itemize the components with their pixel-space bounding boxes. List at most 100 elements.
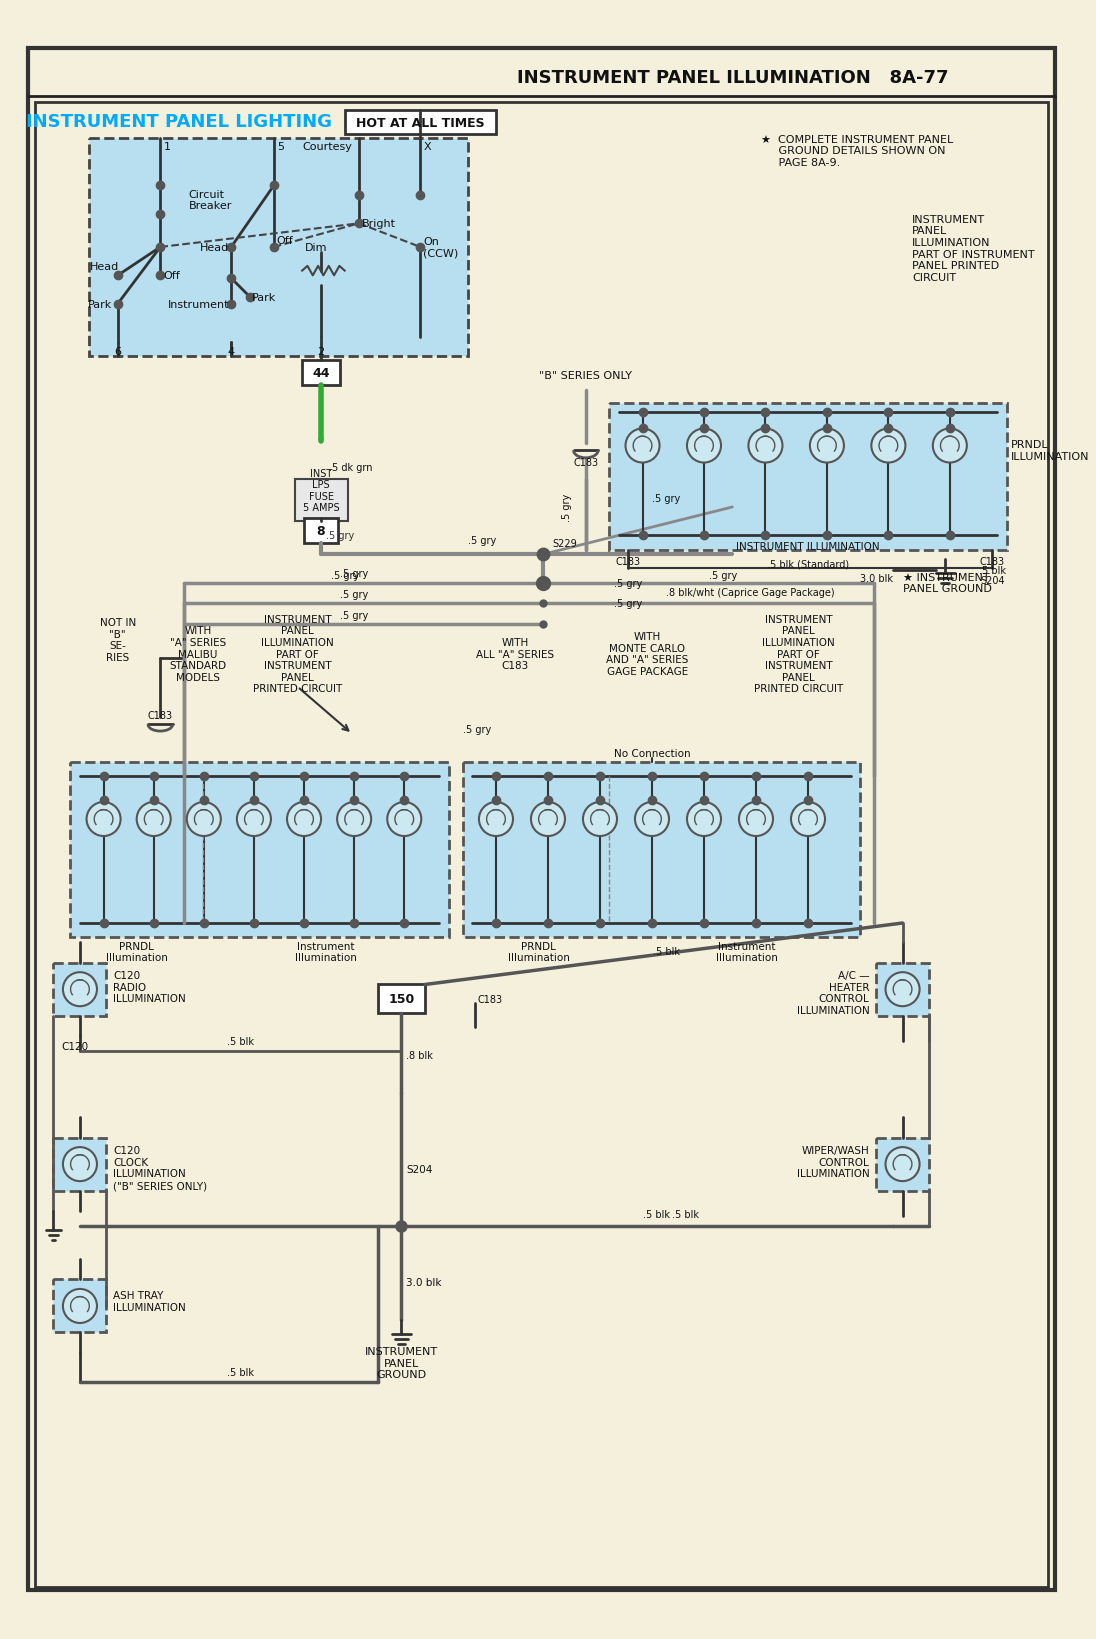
Text: Instrument
Illumination: Instrument Illumination bbox=[295, 941, 356, 962]
Circle shape bbox=[739, 803, 773, 836]
Bar bbox=[876, 964, 929, 1016]
Circle shape bbox=[530, 803, 566, 836]
Text: WIPER/WASH
CONTROL
ILLUMINATION: WIPER/WASH CONTROL ILLUMINATION bbox=[797, 1146, 869, 1178]
Text: Instrument: Instrument bbox=[168, 300, 229, 310]
Text: Circuit
Breaker: Circuit Breaker bbox=[189, 190, 232, 211]
Text: INSTRUMENT
PANEL
ILLUMINATION
PART OF INSTRUMENT
PANEL PRINTED
CIRCUIT: INSTRUMENT PANEL ILLUMINATION PART OF IN… bbox=[912, 215, 1035, 282]
Text: Bright: Bright bbox=[362, 220, 396, 229]
Bar bbox=[70, 762, 448, 938]
Text: WITH
"A" SERIES
MALIBU
STANDARD
MODELS: WITH "A" SERIES MALIBU STANDARD MODELS bbox=[170, 626, 227, 682]
Circle shape bbox=[62, 1290, 96, 1323]
Text: .5 gry: .5 gry bbox=[326, 531, 354, 541]
Bar bbox=[304, 520, 338, 544]
Text: 1: 1 bbox=[163, 141, 171, 152]
Circle shape bbox=[626, 429, 660, 464]
Circle shape bbox=[886, 972, 920, 1006]
Text: 2: 2 bbox=[318, 347, 324, 357]
Text: ★  COMPLETE INSTRUMENT PANEL
     GROUND DETAILS SHOWN ON
     PAGE 8A-9.: ★ COMPLETE INSTRUMENT PANEL GROUND DETAI… bbox=[761, 134, 954, 167]
Text: ASH TRAY
ILLUMINATION: ASH TRAY ILLUMINATION bbox=[113, 1290, 186, 1313]
Text: Off: Off bbox=[276, 236, 294, 246]
Text: 6: 6 bbox=[114, 347, 122, 357]
Text: 3.0 blk: 3.0 blk bbox=[407, 1277, 442, 1288]
Text: .8 blk/wht (Caprice Gage Package): .8 blk/wht (Caprice Gage Package) bbox=[666, 588, 835, 598]
Text: .5 gry: .5 gry bbox=[463, 724, 491, 734]
Circle shape bbox=[479, 803, 513, 836]
Text: .5 gry: .5 gry bbox=[331, 570, 358, 580]
Text: .5 gry: .5 gry bbox=[340, 610, 368, 621]
Text: C183: C183 bbox=[573, 457, 598, 467]
Text: .5 blk: .5 blk bbox=[979, 565, 1006, 575]
Text: Courtesy: Courtesy bbox=[302, 141, 352, 152]
Bar bbox=[302, 361, 340, 385]
Text: .5 gry: .5 gry bbox=[468, 536, 495, 546]
Bar bbox=[609, 403, 1006, 551]
Text: HOT AT ALL TIMES: HOT AT ALL TIMES bbox=[356, 116, 484, 129]
Bar bbox=[378, 985, 425, 1013]
Bar bbox=[54, 1280, 106, 1333]
Text: No Connection: No Connection bbox=[614, 749, 690, 759]
Circle shape bbox=[886, 1147, 920, 1182]
Text: ★ INSTRUMENT
PANEL GROUND: ★ INSTRUMENT PANEL GROUND bbox=[902, 572, 992, 593]
Text: INSTRUMENT ILLUMINATION: INSTRUMENT ILLUMINATION bbox=[737, 541, 880, 551]
Text: S204: S204 bbox=[980, 575, 1005, 585]
Bar bbox=[54, 964, 106, 1016]
Text: .5 gry: .5 gry bbox=[652, 493, 681, 503]
Text: 8: 8 bbox=[317, 524, 326, 538]
Text: .5 gry: .5 gry bbox=[340, 569, 368, 579]
Text: INSTRUMENT
PANEL
ILLUMINATION
PART OF
INSTRUMENT
PANEL
PRINTED CIRCUIT: INSTRUMENT PANEL ILLUMINATION PART OF IN… bbox=[253, 615, 342, 693]
Text: .5 gry: .5 gry bbox=[709, 570, 737, 580]
Bar bbox=[90, 139, 468, 356]
Text: C120: C120 bbox=[61, 1041, 89, 1051]
Text: INSTRUMENT PANEL ILLUMINATION   8A-77: INSTRUMENT PANEL ILLUMINATION 8A-77 bbox=[516, 69, 948, 87]
Text: Park: Park bbox=[252, 293, 276, 303]
Circle shape bbox=[87, 803, 121, 836]
Text: INSTRUMENT
PANEL
GROUND: INSTRUMENT PANEL GROUND bbox=[365, 1346, 438, 1380]
Circle shape bbox=[749, 429, 783, 464]
Text: NOT IN
"B"
SE-
RIES: NOT IN "B" SE- RIES bbox=[100, 618, 136, 662]
Text: On
(CCW): On (CCW) bbox=[423, 238, 458, 259]
Text: .8 blk: .8 blk bbox=[407, 1051, 433, 1060]
Text: .5 blk: .5 blk bbox=[643, 1210, 671, 1219]
Text: C183: C183 bbox=[477, 993, 502, 1005]
Text: PRNDL
Illumination: PRNDL Illumination bbox=[507, 941, 570, 962]
Text: .5 dk grn: .5 dk grn bbox=[329, 462, 373, 474]
Circle shape bbox=[871, 429, 905, 464]
Text: INST
LPS
FUSE
5 AMPS: INST LPS FUSE 5 AMPS bbox=[302, 469, 340, 513]
Circle shape bbox=[791, 803, 825, 836]
Bar bbox=[344, 111, 496, 136]
Text: Instrument
Illumination: Instrument Illumination bbox=[716, 941, 777, 962]
Circle shape bbox=[933, 429, 967, 464]
Text: Head: Head bbox=[201, 243, 229, 252]
Text: C120
CLOCK
ILLUMINATION
("B" SERIES ONLY): C120 CLOCK ILLUMINATION ("B" SERIES ONLY… bbox=[113, 1146, 207, 1190]
Circle shape bbox=[338, 803, 372, 836]
Text: WITH
ALL "A" SERIES
C183: WITH ALL "A" SERIES C183 bbox=[476, 638, 553, 670]
Text: 44: 44 bbox=[312, 367, 330, 380]
Bar bbox=[463, 762, 860, 938]
Text: X: X bbox=[424, 141, 432, 152]
Text: .5 gry: .5 gry bbox=[614, 579, 642, 588]
Bar bbox=[54, 1137, 106, 1192]
Text: S229: S229 bbox=[552, 539, 578, 549]
Text: INSTRUMENT
PANEL
ILLUMINATION
PART OF
INSTRUMENT
PANEL
PRINTED CIRCUIT: INSTRUMENT PANEL ILLUMINATION PART OF IN… bbox=[754, 615, 843, 693]
Text: 5: 5 bbox=[277, 141, 284, 152]
Circle shape bbox=[687, 803, 721, 836]
Bar bbox=[876, 1137, 929, 1192]
Text: Head: Head bbox=[90, 262, 118, 272]
Text: C183: C183 bbox=[980, 557, 1005, 567]
Text: .5 blk: .5 blk bbox=[653, 947, 680, 957]
Text: S204: S204 bbox=[407, 1164, 433, 1174]
Circle shape bbox=[287, 803, 321, 836]
Text: .5 blk: .5 blk bbox=[227, 1367, 254, 1377]
Text: INSTRUMENT PANEL LIGHTING: INSTRUMENT PANEL LIGHTING bbox=[26, 113, 332, 131]
Text: Dim: Dim bbox=[305, 243, 328, 252]
Circle shape bbox=[237, 803, 271, 836]
Text: .5 gry: .5 gry bbox=[340, 590, 368, 600]
Text: Off: Off bbox=[163, 270, 180, 282]
Circle shape bbox=[137, 803, 171, 836]
Circle shape bbox=[635, 803, 669, 836]
Circle shape bbox=[583, 803, 617, 836]
Circle shape bbox=[687, 429, 721, 464]
Text: 3.0 blk: 3.0 blk bbox=[860, 574, 893, 583]
Text: .5 blk: .5 blk bbox=[227, 1036, 254, 1047]
Text: .5 blk: .5 blk bbox=[672, 1210, 698, 1219]
